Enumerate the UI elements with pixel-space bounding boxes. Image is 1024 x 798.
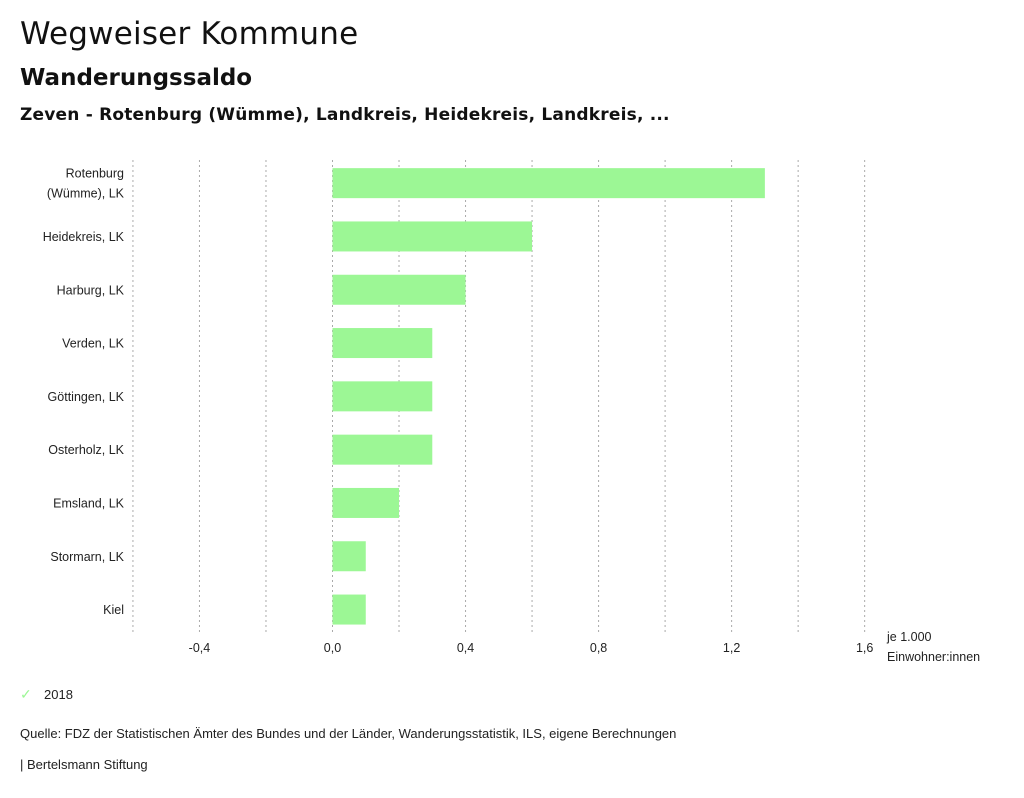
x-axis-unit-label: Einwohner:innen bbox=[887, 650, 980, 664]
legend-label: 2018 bbox=[44, 687, 73, 702]
bar bbox=[332, 168, 765, 199]
chart-subtitle: Wanderungssaldo bbox=[20, 65, 253, 91]
bar bbox=[332, 487, 400, 518]
bar-chart: Rotenburg (Wümme), LK Heidekreis, LK Harbur… bbox=[43, 160, 980, 664]
category-label: Emsland, LK bbox=[53, 496, 125, 510]
x-tick-label: 0,0 bbox=[324, 641, 341, 655]
bar bbox=[332, 381, 433, 412]
bar bbox=[332, 541, 366, 572]
category-label: Kiel bbox=[103, 603, 124, 617]
x-tick-label: 0,8 bbox=[590, 641, 607, 655]
bar bbox=[332, 434, 433, 465]
category-label: Verden, LK bbox=[62, 337, 125, 351]
bar bbox=[332, 221, 533, 252]
bar bbox=[332, 274, 466, 305]
x-tick-label: 1,6 bbox=[856, 641, 873, 655]
category-label: Osterholz, LK bbox=[48, 443, 124, 457]
x-tick-label: 1,2 bbox=[723, 641, 740, 655]
x-tick-label: -0,4 bbox=[189, 641, 211, 655]
credit-note: | Bertelsmann Stiftung bbox=[20, 757, 148, 772]
category-label: Heidekreis, LK bbox=[43, 230, 125, 244]
bar bbox=[332, 328, 433, 359]
x-tick-label: 0,4 bbox=[457, 641, 474, 655]
category-label: Rotenburg bbox=[66, 167, 124, 181]
bar bbox=[332, 594, 366, 625]
legend[interactable]: ✓ 2018 bbox=[20, 686, 73, 703]
check-icon[interactable]: ✓ bbox=[20, 686, 32, 702]
source-note: Quelle: FDZ der Statistischen Ämter des … bbox=[20, 726, 677, 741]
category-label: Göttingen, LK bbox=[48, 390, 125, 404]
region-title: Zeven - Rotenburg (Wümme), Landkreis, He… bbox=[20, 105, 670, 125]
category-label: Stormarn, LK bbox=[50, 550, 124, 564]
app-title: Wegweiser Kommune bbox=[20, 16, 359, 52]
x-axis-unit-label: je 1.000 bbox=[886, 630, 932, 644]
category-label: (Wümme), LK bbox=[47, 187, 125, 201]
category-label: Harburg, LK bbox=[57, 283, 125, 297]
